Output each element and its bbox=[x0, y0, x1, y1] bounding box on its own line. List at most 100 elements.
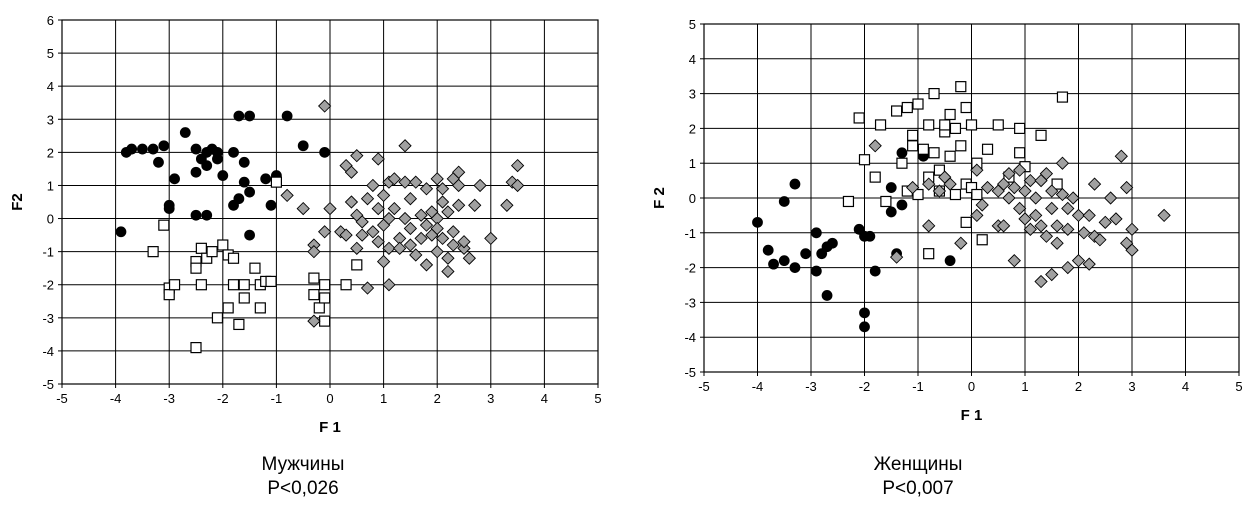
y-tick-label: -2 bbox=[684, 261, 696, 276]
y-tick-label: 2 bbox=[689, 121, 696, 136]
y-tick-label: -3 bbox=[684, 295, 696, 310]
data-point-gray-diamond bbox=[419, 182, 434, 196]
data-point-gray-diamond bbox=[1114, 149, 1128, 163]
data-point-gray-diamond bbox=[1002, 191, 1016, 205]
data-point-filled-circle bbox=[762, 244, 774, 256]
data-point-filled-circle bbox=[864, 230, 876, 242]
data-point-gray-diamond bbox=[1071, 208, 1086, 223]
data-point-filled-circle bbox=[896, 147, 908, 159]
data-point-gray-diamond bbox=[868, 139, 882, 153]
data-point-gray-diamond bbox=[954, 236, 968, 250]
y-tick-label: -4 bbox=[42, 344, 54, 359]
data-point-gray-diamond bbox=[1023, 173, 1037, 188]
data-point-gray-diamond bbox=[382, 211, 396, 226]
data-point-gray-diamond bbox=[500, 198, 514, 212]
data-point-gray-diamond bbox=[1066, 191, 1080, 205]
data-point-gray-diamond bbox=[452, 178, 466, 193]
x-tick-label: -2 bbox=[217, 391, 229, 406]
data-point-filled-circle bbox=[752, 216, 763, 228]
data-point-gray-diamond bbox=[1013, 201, 1027, 216]
data-point-open-square bbox=[853, 112, 865, 124]
data-point-open-square bbox=[195, 242, 207, 254]
data-point-gray-diamond bbox=[1087, 177, 1102, 191]
data-point-gray-diamond bbox=[462, 251, 476, 265]
data-point-open-square bbox=[270, 176, 282, 188]
data-point-open-square bbox=[158, 219, 170, 231]
data-point-gray-diamond bbox=[376, 254, 391, 269]
data-point-gray-diamond bbox=[1109, 212, 1123, 226]
data-point-gray-diamond bbox=[360, 281, 375, 295]
data-point-filled-circle bbox=[244, 186, 256, 198]
data-point-filled-circle bbox=[228, 146, 239, 158]
data-point-gray-diamond bbox=[1050, 219, 1064, 233]
data-point-gray-diamond bbox=[1018, 212, 1032, 226]
data-point-gray-diamond bbox=[996, 177, 1011, 191]
data-point-gray-diamond bbox=[387, 201, 401, 216]
data-point-gray-diamond bbox=[1055, 156, 1070, 170]
x-tick-label: -4 bbox=[752, 379, 764, 394]
x-tick-label: -5 bbox=[56, 391, 68, 406]
data-point-gray-diamond bbox=[398, 211, 412, 226]
data-point-gray-diamond bbox=[1034, 274, 1048, 289]
data-point-filled-circle bbox=[233, 110, 245, 122]
data-point-filled-circle bbox=[821, 290, 833, 301]
data-point-gray-diamond bbox=[414, 231, 428, 246]
data-point-filled-circle bbox=[260, 173, 272, 185]
data-point-open-square bbox=[960, 216, 972, 228]
x-tick-label: 0 bbox=[968, 379, 975, 394]
caption-p-value: P<0,026 bbox=[267, 478, 339, 499]
data-point-gray-diamond bbox=[468, 198, 482, 212]
y-tick-label: -1 bbox=[684, 226, 696, 241]
x-tick-label: -1 bbox=[912, 379, 924, 394]
data-point-open-square bbox=[147, 246, 159, 258]
y-tick-label: 5 bbox=[689, 17, 696, 32]
data-point-gray-diamond bbox=[922, 219, 936, 233]
data-point-filled-circle bbox=[885, 182, 897, 193]
data-point-open-square bbox=[265, 275, 277, 288]
data-point-open-square bbox=[971, 188, 983, 201]
data-point-gray-diamond bbox=[382, 278, 396, 292]
y-tick-label: 2 bbox=[47, 145, 54, 160]
caption-group-label: Женщины bbox=[873, 454, 963, 475]
x-axis-label: F 1 bbox=[961, 407, 983, 424]
data-point-open-square bbox=[891, 105, 903, 117]
data-point-open-square bbox=[896, 157, 908, 169]
x-tick-label: 0 bbox=[326, 391, 333, 406]
data-point-open-square bbox=[1056, 91, 1069, 103]
data-point-gray-diamond bbox=[435, 195, 450, 209]
data-point-gray-diamond bbox=[323, 201, 337, 216]
y-tick-label: 3 bbox=[47, 112, 54, 127]
data-point-gray-diamond bbox=[510, 158, 525, 173]
y-tick-label: 4 bbox=[689, 52, 696, 67]
y-tick-label: -1 bbox=[42, 245, 54, 260]
data-point-gray-diamond bbox=[355, 215, 369, 229]
data-point-gray-diamond bbox=[1125, 243, 1139, 257]
data-point-gray-diamond bbox=[996, 219, 1011, 233]
data-point-open-square bbox=[238, 292, 250, 304]
data-point-open-square bbox=[351, 259, 363, 271]
y-tick-label: 4 bbox=[47, 79, 54, 94]
data-point-gray-diamond bbox=[441, 205, 455, 219]
data-point-gray-diamond bbox=[1093, 233, 1107, 247]
x-tick-label: 2 bbox=[434, 391, 441, 406]
data-point-gray-diamond bbox=[280, 188, 294, 203]
data-point-filled-circle bbox=[789, 262, 801, 274]
data-point-open-square bbox=[992, 119, 1004, 131]
data-point-gray-diamond bbox=[419, 218, 434, 232]
data-point-gray-diamond bbox=[970, 208, 984, 223]
data-point-open-square bbox=[965, 119, 978, 131]
data-point-filled-circle bbox=[163, 203, 175, 215]
data-point-gray-diamond bbox=[1125, 222, 1139, 236]
chart-panel-women: -5 -4 -3 -2 -1 0 1 2 3 4 5 -5 -4 -3 -2 -1 0 1 2 3 4 5 F 1 F 2 Ж… bbox=[622, 0, 1243, 511]
x-tick-label: -2 bbox=[859, 379, 871, 394]
data-point-gray-diamond bbox=[446, 238, 460, 252]
x-tick-label: 1 bbox=[1021, 379, 1028, 394]
x-tick-label: 3 bbox=[487, 391, 494, 406]
y-tick-label: 0 bbox=[47, 212, 54, 227]
data-point-gray-diamond bbox=[1039, 167, 1054, 181]
x-tick-label: 4 bbox=[1182, 379, 1189, 394]
data-point-open-square bbox=[227, 252, 240, 264]
data-point-gray-diamond bbox=[1061, 260, 1075, 275]
data-point-gray-diamond bbox=[1045, 201, 1059, 216]
data-point-filled-circle bbox=[233, 193, 245, 205]
